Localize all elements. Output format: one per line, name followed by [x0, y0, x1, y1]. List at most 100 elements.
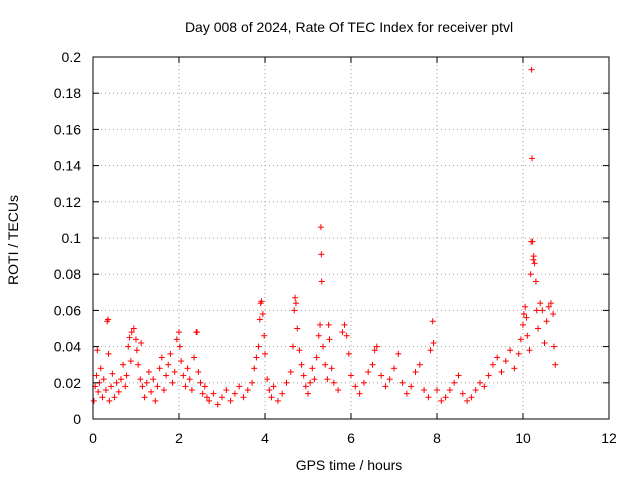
data-point	[206, 397, 213, 404]
data-point	[515, 350, 522, 357]
data-point	[289, 343, 296, 350]
x-tick-label: 8	[433, 430, 441, 446]
data-point	[264, 376, 271, 383]
data-point	[283, 379, 290, 386]
data-point	[529, 238, 536, 245]
data-point	[90, 397, 97, 404]
y-tick-label: 0.02	[54, 375, 81, 391]
data-point	[148, 388, 155, 395]
data-point	[182, 383, 189, 390]
data-point	[326, 336, 333, 343]
x-tick-label: 10	[515, 430, 531, 446]
data-point	[274, 397, 281, 404]
data-point	[531, 260, 538, 267]
data-point	[292, 294, 299, 301]
y-tick-label: 0.06	[54, 302, 81, 318]
data-point	[498, 368, 505, 375]
data-point	[158, 354, 165, 361]
data-point	[100, 376, 107, 383]
data-point	[494, 354, 501, 361]
data-point	[125, 343, 132, 350]
data-point	[356, 390, 363, 397]
data-point	[311, 376, 318, 383]
data-point	[315, 332, 322, 339]
data-point	[296, 347, 303, 354]
data-point	[256, 316, 263, 323]
data-point	[163, 372, 170, 379]
data-point	[535, 325, 542, 332]
data-point	[97, 365, 104, 372]
data-point	[169, 379, 176, 386]
data-point	[191, 354, 198, 361]
data-point	[240, 394, 247, 401]
y-tick-label: 0.12	[54, 194, 81, 210]
data-point	[201, 383, 208, 390]
data-point	[188, 387, 195, 394]
data-point	[528, 66, 535, 73]
data-point	[341, 321, 348, 328]
data-point	[328, 365, 335, 372]
data-point	[292, 300, 299, 307]
data-point	[249, 379, 256, 386]
data-point	[371, 347, 378, 354]
data-point	[317, 321, 324, 328]
data-point	[152, 397, 159, 404]
data-point	[386, 376, 393, 383]
y-tick-label: 0.2	[62, 49, 82, 65]
data-point	[219, 394, 225, 401]
data-point	[511, 365, 518, 372]
data-point	[455, 372, 462, 379]
data-point	[382, 383, 389, 390]
data-point	[197, 379, 204, 386]
data-point	[524, 332, 531, 339]
data-point	[472, 387, 479, 394]
y-tick-label: 0.08	[54, 266, 81, 282]
data-point	[348, 372, 354, 379]
data-point	[127, 358, 134, 365]
data-point	[517, 336, 524, 343]
data-point	[253, 354, 260, 361]
data-point	[287, 368, 294, 375]
data-point	[318, 278, 325, 285]
data-point	[360, 379, 367, 386]
data-point	[324, 376, 331, 383]
data-point	[522, 303, 529, 310]
data-point	[138, 339, 145, 346]
data-point	[109, 370, 116, 377]
data-point	[408, 383, 415, 390]
y-tick-label: 0.18	[54, 85, 81, 101]
data-point	[464, 397, 471, 404]
data-point	[459, 390, 466, 397]
data-point	[520, 321, 526, 328]
data-point	[156, 365, 163, 372]
data-point	[106, 397, 113, 404]
data-point	[214, 401, 221, 408]
data-point	[309, 365, 316, 372]
y-axis-tick-labels: 0 0.02 0.04 0.06 0.08 0.1 0.12 0.14 0.16 0.18 0.2	[54, 49, 81, 427]
data-point	[330, 379, 337, 386]
data-point	[468, 394, 475, 401]
data-point	[343, 332, 350, 339]
x-tick-label: 6	[347, 430, 355, 446]
data-point	[160, 387, 167, 394]
data-points	[90, 66, 559, 408]
axis-ticks	[92, 56, 610, 420]
data-point	[298, 361, 305, 368]
data-point	[526, 347, 533, 354]
data-point	[317, 224, 324, 231]
grid-lines	[93, 57, 609, 419]
data-point	[391, 365, 397, 372]
data-point	[539, 307, 546, 314]
data-point	[236, 383, 243, 390]
data-point	[244, 387, 251, 394]
data-point	[176, 343, 183, 350]
data-point	[352, 383, 359, 390]
data-point	[429, 318, 436, 325]
data-point	[520, 311, 527, 318]
data-point	[194, 329, 201, 336]
data-point	[167, 350, 174, 357]
y-axis-label: ROTI / TECUs	[5, 195, 21, 285]
data-point	[529, 155, 536, 162]
data-point	[527, 271, 534, 278]
